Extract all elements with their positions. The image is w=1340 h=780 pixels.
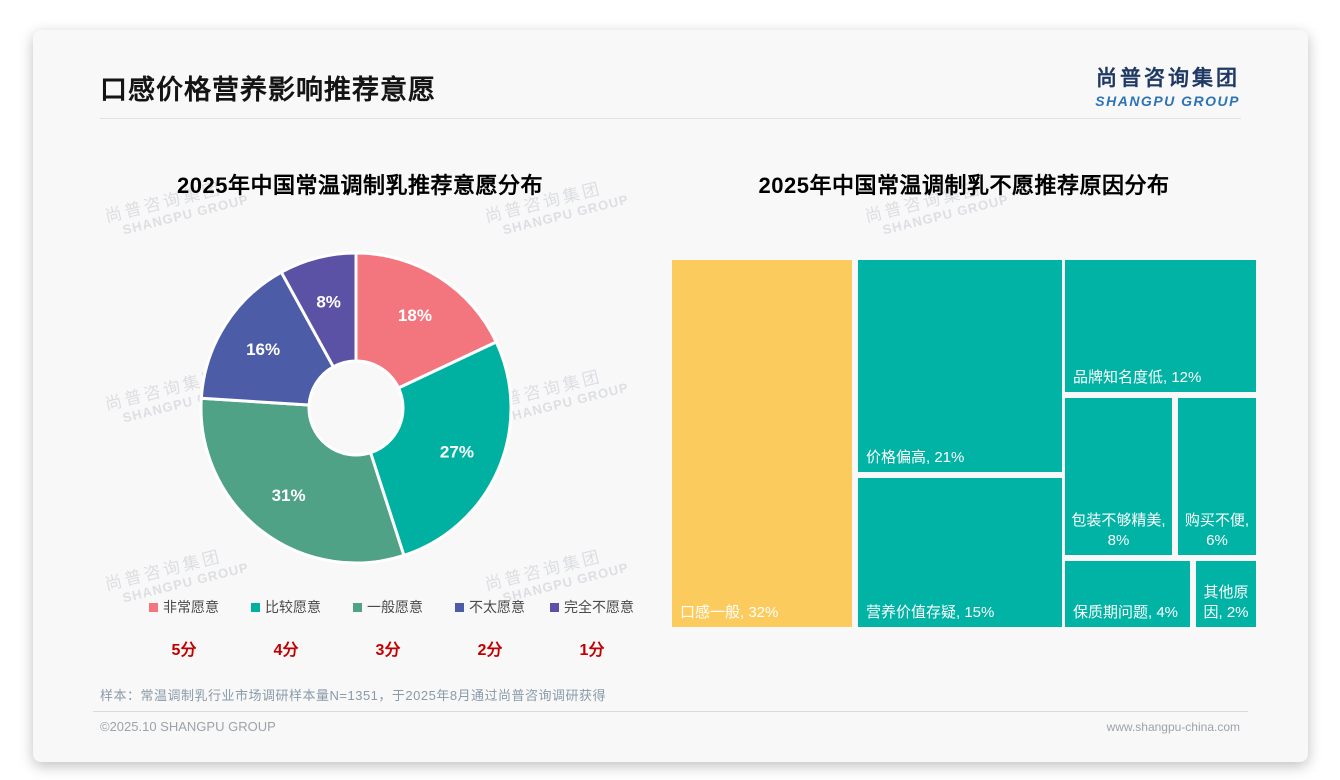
page-title: 口感价格营养影响推荐意愿 xyxy=(100,75,436,105)
legend-item: 不太愿意 xyxy=(439,597,541,617)
treemap-cell-label: 保质期问题, 4% xyxy=(1073,603,1179,621)
treemap-cell-label: 包装不够精美, 8% xyxy=(1071,512,1166,549)
donut-legend: 非常愿意 比较愿意 一般愿意 不太愿意 完全不愿意 xyxy=(133,597,643,617)
treemap-cell-label: 口感一般, 32% xyxy=(680,603,779,621)
footer-website: www.shangpu-china.com xyxy=(1106,720,1240,734)
footer-copyright: ©2025.10 SHANGPU GROUP xyxy=(100,719,276,734)
donut-slice-1 xyxy=(354,251,498,390)
score-label: 2分 xyxy=(477,642,503,659)
legend-item: 一般愿意 xyxy=(337,597,439,617)
score-label: 5分 xyxy=(171,642,197,659)
score-label: 4分 xyxy=(273,642,299,659)
treemap-chart: 口感一般, 32% 价格偏高, 21% 营养价值存疑, 15% 品牌知名度低, 12%… xyxy=(672,260,1256,627)
legend-label: 比较愿意 xyxy=(265,599,321,615)
treemap-chart-title: 2025年中国常温调制乳不愿推荐原因分布 xyxy=(758,173,1170,198)
legend-item: 比较愿意 xyxy=(235,597,337,617)
treemap-cell: 保质期问题, 4% xyxy=(1065,561,1190,627)
score-label: 1分 xyxy=(579,642,605,659)
treemap-cell: 购买不便, 6% xyxy=(1178,398,1256,555)
legend-swatch xyxy=(149,602,158,612)
slide-card: 尚普咨询集团 SHANGPU GROUP 尚普咨询集团 SHANGPU GROUP 尚普… xyxy=(33,30,1308,762)
donut-slice-label: 16% xyxy=(246,340,280,359)
donut-slice-2 xyxy=(369,340,513,557)
legend-swatch xyxy=(455,602,464,612)
legend-label: 不太愿意 xyxy=(469,599,525,615)
score-row: 5分 4分 3分 2分 1分 xyxy=(133,636,643,660)
donut-slice-4 xyxy=(199,270,335,407)
treemap-cell: 品牌知名度低, 12% xyxy=(1065,260,1256,392)
donut-slice-5 xyxy=(279,251,358,369)
donut-slice-3 xyxy=(199,396,406,565)
donut-slice-label: 8% xyxy=(316,292,341,311)
treemap-cell: 包装不够精美, 8% xyxy=(1065,398,1172,555)
treemap-cell: 价格偏高, 21% xyxy=(858,260,1062,472)
logo-english-name: SHANGPU GROUP xyxy=(1095,93,1240,109)
legend-swatch xyxy=(353,602,362,612)
footer-divider xyxy=(93,711,1248,712)
legend-label: 完全不愿意 xyxy=(564,599,634,615)
sample-note: 样本：常温调制乳行业市场调研样本量N=1351，于2025年8月通过尚普咨询调研… xyxy=(100,688,607,703)
treemap-cell-label: 品牌知名度低, 12% xyxy=(1073,368,1202,386)
legend-label: 非常愿意 xyxy=(163,599,219,615)
donut-chart-title: 2025年中国常温调制乳推荐意愿分布 xyxy=(177,173,543,198)
treemap-cell: 营养价值存疑, 15% xyxy=(858,478,1062,627)
score-label: 3分 xyxy=(375,642,401,659)
donut-slice-label: 31% xyxy=(272,486,306,505)
legend-item: 非常愿意 xyxy=(133,597,235,617)
legend-label: 一般愿意 xyxy=(367,599,423,615)
donut-slice-label: 18% xyxy=(398,306,432,325)
treemap-cell-label: 价格偏高, 21% xyxy=(866,448,965,466)
title-divider xyxy=(100,118,1241,119)
legend-item: 完全不愿意 xyxy=(541,597,643,617)
legend-swatch xyxy=(550,602,559,612)
company-logo: 尚普咨询集团 SHANGPU GROUP xyxy=(1095,62,1240,109)
treemap-cell-label: 购买不便, 6% xyxy=(1184,512,1250,549)
donut-slice-label: 27% xyxy=(440,443,474,462)
treemap-cell-label: 其他原因, 2% xyxy=(1203,584,1249,621)
treemap-cell: 口感一般, 32% xyxy=(672,260,852,627)
legend-swatch xyxy=(251,602,260,612)
logo-chinese-name: 尚普咨询集团 xyxy=(1096,67,1240,90)
treemap-cell-label: 营养价值存疑, 15% xyxy=(866,603,995,621)
treemap-cell: 其他原因, 2% xyxy=(1196,561,1256,627)
donut-chart: 18% 27% 31% 16% 8% xyxy=(191,243,521,573)
